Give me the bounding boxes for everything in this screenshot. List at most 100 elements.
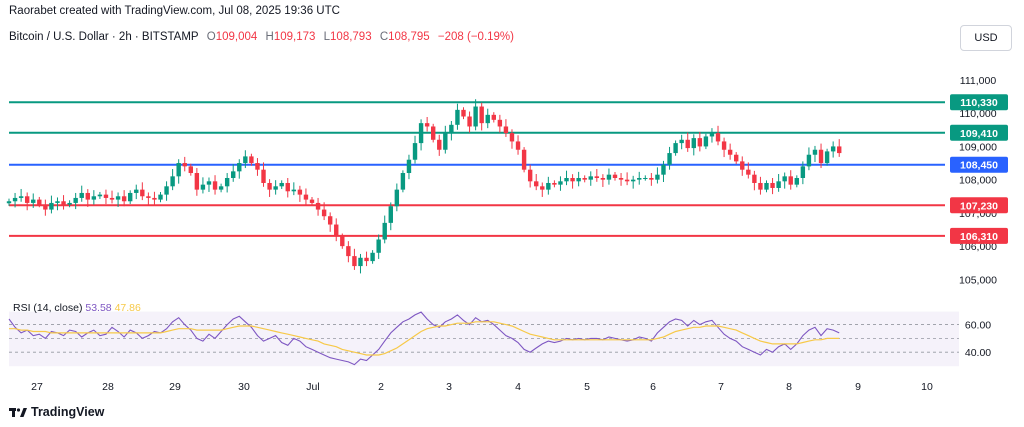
candle-body xyxy=(461,109,466,117)
candle-body xyxy=(661,164,666,175)
candle-body xyxy=(709,133,715,137)
candle-body xyxy=(431,126,436,140)
candle-body xyxy=(273,186,278,190)
candle-body xyxy=(818,149,824,164)
candle-body xyxy=(624,179,630,182)
candle-body xyxy=(243,156,248,164)
change-value: −208 (−0.19%) xyxy=(437,31,514,43)
high-value: 109,173 xyxy=(273,31,316,43)
candle-body xyxy=(206,181,212,185)
candle-body xyxy=(12,197,18,202)
candle-body xyxy=(691,138,696,149)
candle-body xyxy=(327,216,333,225)
price-level-tag-label: 108,450 xyxy=(960,160,998,172)
level-tags: 110,330 109,410 108,450 107,230 106,310 xyxy=(950,94,1008,244)
candle-body xyxy=(249,156,254,164)
candle-body xyxy=(837,146,842,154)
candle-body xyxy=(473,106,478,127)
candle-body xyxy=(515,141,521,150)
candle-body xyxy=(509,133,515,142)
price-level-tag xyxy=(950,94,1008,111)
symbol-title[interactable]: Bitcoin / U.S. Dollar · 2h · BITSTAMP xyxy=(9,31,199,43)
candle-body xyxy=(55,201,60,203)
candle-body xyxy=(85,192,90,200)
candle-body xyxy=(128,192,133,202)
candle-body xyxy=(564,178,569,182)
price-tick-label: 105,000 xyxy=(959,274,997,286)
time-tick-label: 4 xyxy=(515,381,521,393)
candle-body xyxy=(800,166,806,178)
candle-body xyxy=(685,139,690,149)
candle-body xyxy=(406,159,412,174)
price-axis[interactable]: 105,000106,000107,000108,000109,000110,0… xyxy=(959,75,997,286)
candle-body xyxy=(437,139,442,150)
rsi-ma-line xyxy=(9,321,840,356)
time-tick-label: 5 xyxy=(584,381,590,393)
candle-body xyxy=(231,171,236,178)
time-tick-label: 10 xyxy=(921,381,933,393)
open-label: O xyxy=(206,31,216,43)
candle-body xyxy=(721,141,727,150)
rsi-value: 53.58 xyxy=(85,302,112,314)
open-value: 109,004 xyxy=(215,31,258,43)
candle-body xyxy=(49,202,54,210)
candle-body xyxy=(618,178,624,180)
candle-body xyxy=(758,182,763,190)
time-tick-label: 8 xyxy=(786,381,792,393)
candle-body xyxy=(158,194,163,200)
candle-body xyxy=(109,197,115,200)
candle-body xyxy=(6,201,12,204)
tradingview-brand: TradingView xyxy=(9,405,104,419)
candle-body xyxy=(449,124,454,134)
candle-body xyxy=(321,209,327,217)
price-level-tag-label: 107,230 xyxy=(960,200,998,212)
rsi-lines xyxy=(8,311,840,366)
candle-body xyxy=(649,178,654,180)
candle-body xyxy=(576,178,581,182)
candle-body xyxy=(134,189,139,193)
rsi-tick-label: 40.00 xyxy=(965,347,991,359)
candle-body xyxy=(546,182,551,190)
candle-body xyxy=(552,182,557,185)
candle-body xyxy=(388,206,393,223)
candle-body xyxy=(358,257,363,267)
candle-body xyxy=(115,196,121,200)
brand-name: TradingView xyxy=(31,405,105,419)
candle-body xyxy=(534,181,539,187)
low-value: 108,793 xyxy=(330,31,372,43)
candle-body xyxy=(237,163,242,172)
candle-body xyxy=(630,179,636,182)
candle-body xyxy=(376,239,381,253)
candle-body xyxy=(37,199,42,205)
candle-body xyxy=(824,151,830,164)
candle-body xyxy=(176,163,181,177)
candle-body xyxy=(140,189,145,197)
currency-button[interactable]: USD xyxy=(960,25,1012,51)
candle-body xyxy=(146,196,151,198)
candle-body xyxy=(370,252,375,262)
candle-body xyxy=(703,136,709,147)
candle-body xyxy=(285,182,290,192)
candle-body xyxy=(697,138,703,147)
candle-body xyxy=(400,173,406,190)
candle-body xyxy=(782,176,787,182)
candle-body xyxy=(673,143,678,154)
candle-body xyxy=(794,178,799,185)
time-axis[interactable]: 27 28 29 30 Jul 2 3 4 5 6 7 8 9 10 xyxy=(31,381,933,393)
rsi-line xyxy=(8,311,840,366)
price-level-tag-label: 110,330 xyxy=(960,97,998,109)
candle-body xyxy=(491,114,496,120)
candle-body xyxy=(497,119,503,127)
time-tick-label: 9 xyxy=(855,381,861,393)
rsi-axis: 60.00 40.00 xyxy=(965,320,991,360)
candle-body xyxy=(443,133,448,150)
time-tick-label: 6 xyxy=(650,381,656,393)
time-tick-label: 7 xyxy=(718,381,724,393)
candle-body xyxy=(152,197,157,200)
candle-body xyxy=(582,178,587,180)
price-tick-label: 106,000 xyxy=(959,241,997,253)
candle-body xyxy=(655,174,660,180)
time-tick-label: 30 xyxy=(238,381,250,393)
candle-body xyxy=(224,178,230,187)
